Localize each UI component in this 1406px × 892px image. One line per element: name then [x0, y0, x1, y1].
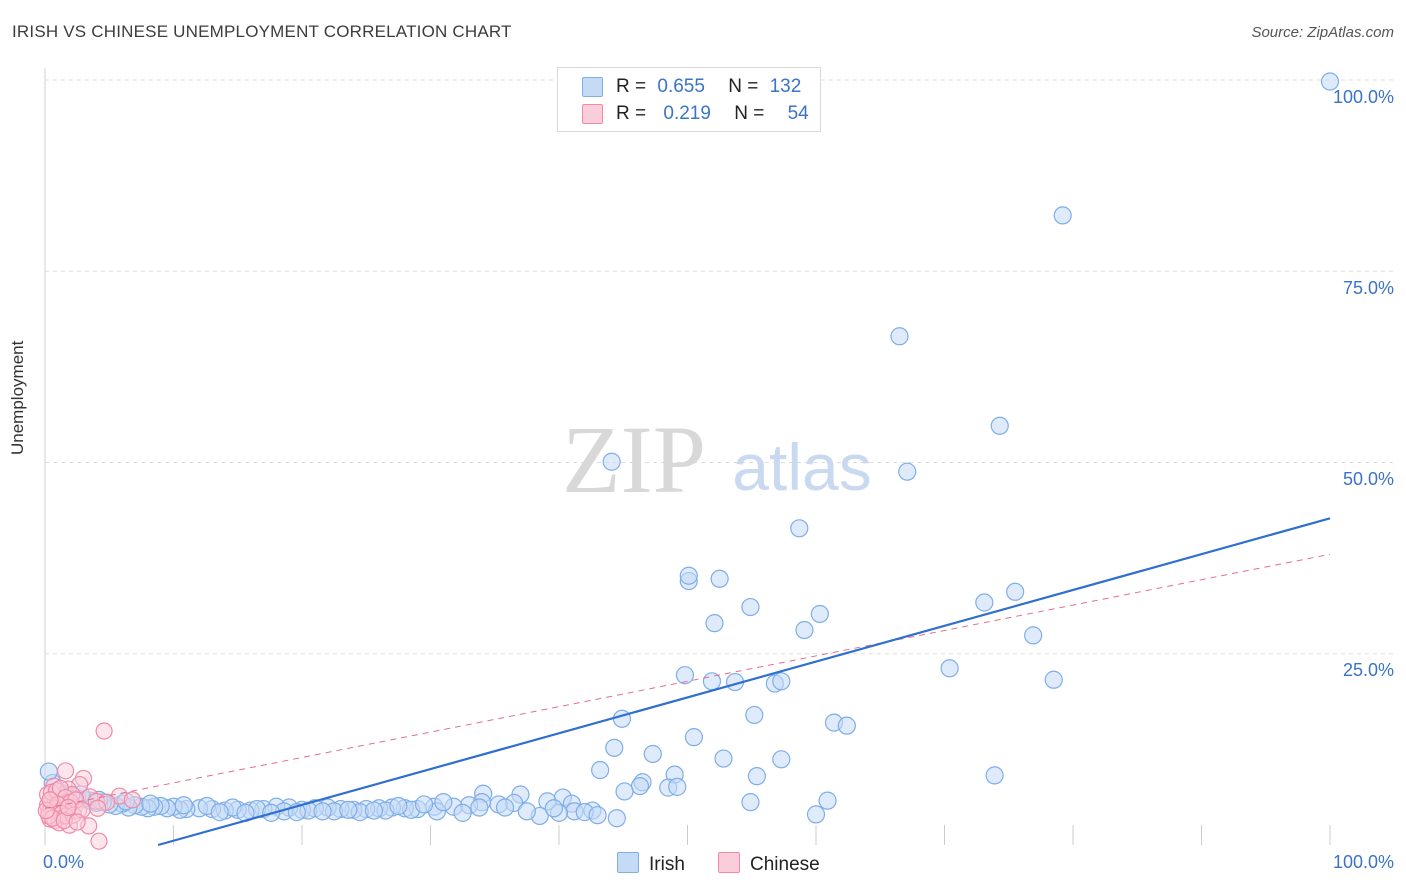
irish-point [643, 744, 662, 764]
trendlines [44, 517, 1331, 847]
chinese-r-label: R = [616, 103, 647, 124]
irish-point [39, 762, 58, 781]
irish-point [940, 659, 959, 678]
irish-point [607, 809, 626, 828]
chinese-point [68, 813, 86, 831]
irish-point [339, 800, 358, 819]
chinese-series [37, 722, 141, 850]
irish-point [630, 776, 650, 796]
irish-point [747, 767, 766, 786]
gridlines [44, 68, 1395, 845]
bottom-legend-chinese[interactable]: Chinese [718, 852, 820, 876]
source-credit: Source: ZipAtlas.com [1251, 24, 1394, 41]
irish-point [790, 519, 809, 538]
irish-point [990, 416, 1009, 435]
irish-point [975, 593, 994, 612]
irish-point [389, 796, 408, 816]
irish-point [985, 766, 1004, 785]
y-tick-50: 50.0% [1342, 469, 1394, 489]
irish-point [795, 620, 814, 640]
watermark-zip: ZIP [562, 406, 706, 513]
irish-legend-swatch [617, 852, 639, 873]
y-tick-100: 100.0% [1332, 87, 1394, 107]
legend-box: R = 0.655 N = 132 R = 0.219 N = 54 [557, 67, 821, 132]
x-tick-max: 100.0% [1332, 852, 1394, 872]
irish-n-value: 132 [769, 76, 802, 97]
irish-point [705, 614, 724, 633]
irish-point [684, 728, 704, 747]
irish-point [679, 566, 698, 585]
chinese-trendline [44, 553, 1331, 809]
irish-point [806, 805, 826, 824]
irish-point [470, 798, 489, 817]
irish-point [591, 760, 610, 780]
irish-point [364, 801, 384, 820]
chinese-point [56, 762, 75, 780]
chart-title: IRISH VS CHINESE UNEMPLOYMENT CORRELATIO… [12, 22, 512, 41]
chinese-point [59, 798, 77, 817]
chinese-r-value: 0.219 [663, 103, 711, 124]
irish-point [414, 795, 434, 814]
bottom-legend-irish[interactable]: Irish [617, 852, 685, 876]
irish-point [141, 794, 160, 813]
irish-n-label: N = [728, 76, 759, 97]
chinese-legend-swatch [718, 852, 740, 873]
irish-point [810, 604, 829, 624]
irish-point [745, 705, 764, 725]
irish-point [453, 803, 472, 822]
irish-point [837, 716, 856, 735]
irish-point [544, 799, 563, 818]
irish-point [1024, 626, 1043, 645]
irish-point [1044, 670, 1063, 689]
irish-swatch [582, 77, 603, 97]
chinese-point [89, 799, 107, 817]
irish-r-value: 0.655 [657, 76, 705, 97]
irish-point [818, 791, 837, 810]
chinese-n-label: N = [734, 103, 765, 124]
chinese-n-value: 54 [787, 103, 809, 124]
irish-point [612, 709, 632, 728]
irish-point [714, 749, 733, 768]
chinese-legend-label: Chinese [750, 854, 820, 875]
irish-point [615, 782, 634, 801]
chinese-point [41, 791, 59, 809]
irish-point [313, 802, 332, 821]
irish-point [588, 806, 607, 825]
irish-point [210, 803, 229, 822]
irish-point [668, 777, 687, 796]
irish-point [1006, 582, 1025, 601]
irish-point [710, 569, 729, 588]
irish-point [741, 793, 760, 812]
irish-point [517, 802, 536, 821]
irish-point [898, 462, 917, 481]
x-tick-min: 0.0% [43, 852, 85, 872]
irish-point [602, 452, 621, 471]
irish-trendline [157, 517, 1331, 847]
chinese-point [90, 832, 108, 850]
irish-r-label: R = [616, 76, 647, 97]
irish-point [1053, 206, 1072, 225]
irish-point [772, 750, 791, 769]
irish-point [675, 666, 695, 685]
chinese-swatch [582, 104, 603, 124]
irish-point [495, 798, 515, 817]
y-tick-75: 75.0% [1342, 278, 1394, 298]
irish-point [890, 327, 909, 346]
irish-point [434, 793, 453, 812]
irish-point [605, 738, 624, 757]
chinese-point [95, 722, 113, 740]
irish-point [174, 796, 193, 815]
irish-point [772, 672, 791, 691]
chinese-point [123, 791, 141, 809]
irish-point [741, 597, 760, 617]
y-tick-25: 25.0% [1342, 660, 1394, 680]
irish-point [1320, 72, 1340, 91]
irish-legend-label: Irish [649, 854, 685, 875]
watermark-atlas: atlas [732, 430, 871, 504]
